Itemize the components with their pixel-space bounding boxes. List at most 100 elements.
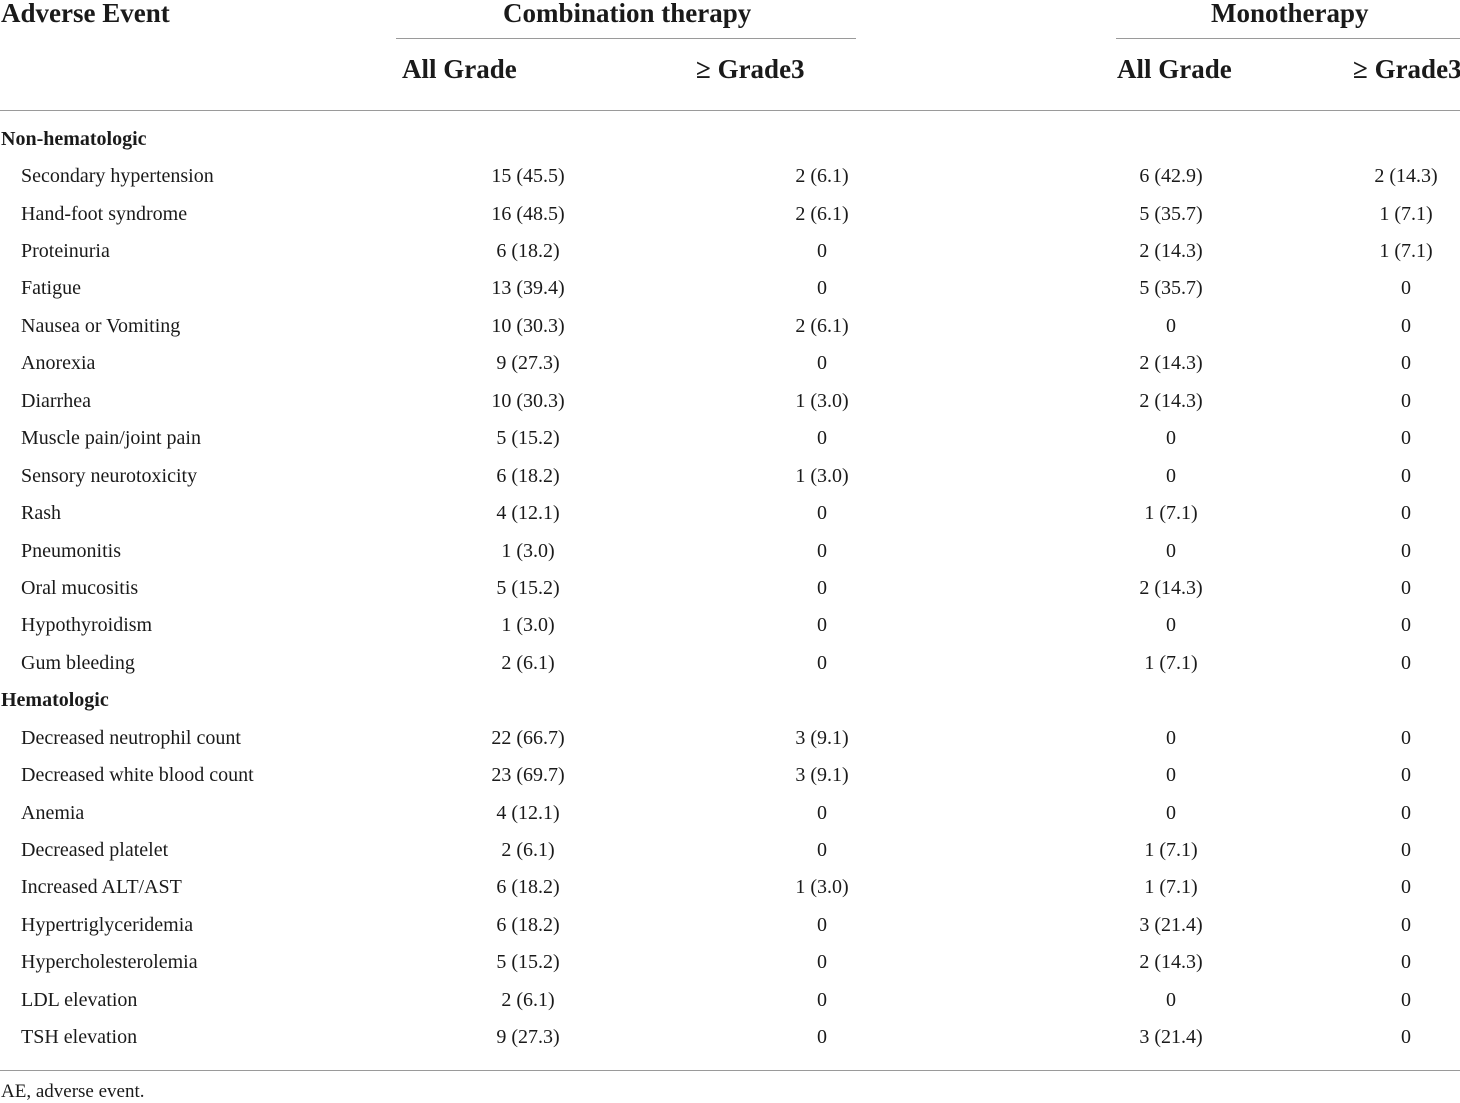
table-row: LDL elevation 2 (6.1) 0 0 0 xyxy=(0,981,1460,1018)
value-cell: 6 (18.2) xyxy=(496,913,560,936)
table-row: Gum bleeding 2 (6.1) 0 1 (7.1) 0 xyxy=(0,644,1460,681)
table-footnote: AE, adverse event. xyxy=(1,1081,145,1102)
value-cell: 1 (3.0) xyxy=(795,464,849,487)
value-cell: 6 (18.2) xyxy=(496,240,560,263)
value-cell: 1 (7.1) xyxy=(1144,651,1198,674)
value-cell: 1 (7.1) xyxy=(1379,240,1433,263)
value-cell: 9 (27.3) xyxy=(496,1026,560,1049)
table-row: Decreased platelet 2 (6.1) 0 1 (7.1) 0 xyxy=(0,831,1460,868)
value-cell: 0 xyxy=(1166,539,1176,562)
value-cell: 0 xyxy=(1166,427,1176,450)
value-cell: 0 xyxy=(1401,801,1411,824)
value-cell: 0 xyxy=(817,576,827,599)
value-cell: 0 xyxy=(1401,951,1411,974)
event-label: Anemia xyxy=(21,801,85,824)
value-cell: 0 xyxy=(1401,614,1411,637)
table-row: Anemia 4 (12.1) 0 0 0 xyxy=(0,794,1460,831)
table-row: Fatigue 13 (39.4) 0 5 (35.7) 0 xyxy=(0,270,1460,307)
value-cell: 0 xyxy=(817,614,827,637)
event-label: Decreased neutrophil count xyxy=(21,726,241,749)
section-header-row: Hematologic xyxy=(0,682,1460,719)
event-label: Increased ALT/AST xyxy=(21,876,182,899)
value-cell: 0 xyxy=(817,427,827,450)
table-row: TSH elevation 9 (27.3) 0 3 (21.4) 0 xyxy=(0,1019,1460,1056)
event-label: Hypothyroidism xyxy=(21,614,153,637)
value-cell: 5 (35.7) xyxy=(1139,202,1203,225)
value-cell: 0 xyxy=(817,839,827,862)
subheader-monotherapy-all-grade: All Grade xyxy=(1117,54,1232,84)
event-label: Diarrhea xyxy=(21,389,91,412)
value-cell: 13 (39.4) xyxy=(491,277,565,300)
value-cell: 2 (14.3) xyxy=(1139,576,1203,599)
value-cell: 2 (14.3) xyxy=(1139,352,1203,375)
value-cell: 3 (21.4) xyxy=(1139,913,1203,936)
value-cell: 0 xyxy=(817,539,827,562)
value-cell: 6 (42.9) xyxy=(1139,165,1203,188)
section-title: Non-hematologic xyxy=(1,127,147,150)
value-cell: 1 (7.1) xyxy=(1144,839,1198,862)
table-row: Proteinuria 6 (18.2) 0 2 (14.3) 1 (7.1) xyxy=(0,232,1460,269)
value-cell: 0 xyxy=(1401,764,1411,787)
table-row: Increased ALT/AST 6 (18.2) 1 (3.0) 1 (7.1) 0 xyxy=(0,869,1460,906)
value-cell: 0 xyxy=(817,1026,827,1049)
table-row: Pneumonitis 1 (3.0) 0 0 0 xyxy=(0,532,1460,569)
value-cell: 2 (6.1) xyxy=(501,651,555,674)
value-cell: 2 (14.3) xyxy=(1374,165,1438,188)
table-row: Anorexia 9 (27.3) 0 2 (14.3) 0 xyxy=(0,345,1460,382)
event-label: Nausea or Vomiting xyxy=(21,314,181,337)
subheader-combination-grade3: ≥ Grade3 xyxy=(696,54,805,84)
value-cell: 0 xyxy=(1401,876,1411,899)
table-body: Non-hematologic Secondary hypertension 15 … xyxy=(0,120,1460,1056)
table-row: Decreased neutrophil count 22 (66.7) 3 (9.… xyxy=(0,719,1460,756)
header-bottom-rule xyxy=(0,110,1460,111)
monotherapy-group-underline xyxy=(1116,38,1460,39)
event-label: Gum bleeding xyxy=(21,651,135,674)
table-row: Hand-foot syndrome 16 (48.5) 2 (6.1) 5 (35.… xyxy=(0,195,1460,232)
value-cell: 4 (12.1) xyxy=(496,502,560,525)
value-cell: 2 (6.1) xyxy=(795,202,849,225)
event-label: LDL elevation xyxy=(21,988,138,1011)
event-label: Hypercholesterolemia xyxy=(21,951,198,974)
value-cell: 10 (30.3) xyxy=(491,389,565,412)
table-bottom-rule xyxy=(0,1070,1460,1071)
value-cell: 15 (45.5) xyxy=(491,165,565,188)
subheader-combination-all-grade: All Grade xyxy=(402,54,517,84)
combination-group-underline xyxy=(396,38,856,39)
value-cell: 3 (21.4) xyxy=(1139,1026,1203,1049)
value-cell: 0 xyxy=(1401,651,1411,674)
value-cell: 0 xyxy=(1166,464,1176,487)
value-cell: 0 xyxy=(1166,614,1176,637)
value-cell: 1 (3.0) xyxy=(501,539,555,562)
value-cell: 0 xyxy=(817,988,827,1011)
table-row: Rash 4 (12.1) 0 1 (7.1) 0 xyxy=(0,494,1460,531)
event-label: Hand-foot syndrome xyxy=(21,202,188,225)
value-cell: 2 (14.3) xyxy=(1139,389,1203,412)
event-label: Secondary hypertension xyxy=(21,165,214,188)
value-cell: 2 (6.1) xyxy=(501,839,555,862)
table-row: Muscle pain/joint pain 5 (15.2) 0 0 0 xyxy=(0,420,1460,457)
table-row: Hypercholesterolemia 5 (15.2) 0 2 (14.3) 0 xyxy=(0,944,1460,981)
value-cell: 4 (12.1) xyxy=(496,801,560,824)
table-row: Oral mucositis 5 (15.2) 0 2 (14.3) 0 xyxy=(0,569,1460,606)
table-row: Hypertriglyceridemia 6 (18.2) 0 3 (21.4) 0 xyxy=(0,906,1460,943)
value-cell: 0 xyxy=(1166,314,1176,337)
event-label: TSH elevation xyxy=(21,1026,138,1049)
value-cell: 0 xyxy=(817,277,827,300)
table-row: Secondary hypertension 15 (45.5) 2 (6.1) 6 … xyxy=(0,157,1460,194)
value-cell: 0 xyxy=(1166,801,1176,824)
value-cell: 1 (3.0) xyxy=(501,614,555,637)
table-row: Hypothyroidism 1 (3.0) 0 0 0 xyxy=(0,607,1460,644)
value-cell: 1 (7.1) xyxy=(1144,876,1198,899)
event-label: Hypertriglyceridemia xyxy=(21,913,194,936)
value-cell: 6 (18.2) xyxy=(496,876,560,899)
table-row: Diarrhea 10 (30.3) 1 (3.0) 2 (14.3) 0 xyxy=(0,382,1460,419)
value-cell: 0 xyxy=(1401,539,1411,562)
event-label: Rash xyxy=(21,502,61,525)
value-cell: 2 (6.1) xyxy=(795,314,849,337)
table-row: Decreased white blood count 23 (69.7) 3 (9… xyxy=(0,756,1460,793)
value-cell: 22 (66.7) xyxy=(491,726,565,749)
value-cell: 16 (48.5) xyxy=(491,202,565,225)
column-group-combination-therapy: Combination therapy xyxy=(503,0,752,28)
value-cell: 2 (6.1) xyxy=(795,165,849,188)
value-cell: 2 (6.1) xyxy=(501,988,555,1011)
